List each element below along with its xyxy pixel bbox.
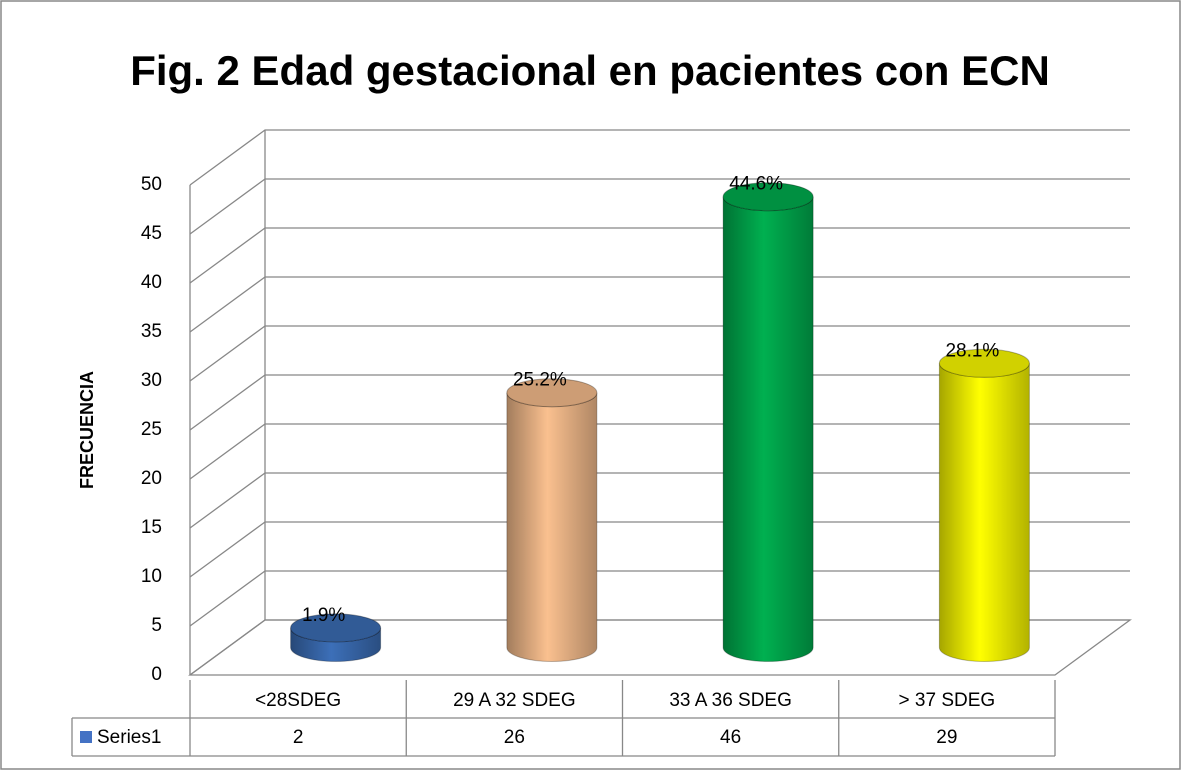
bar-shade (939, 363, 1030, 662)
bar-top (290, 613, 382, 643)
x-tick-label: > 37 SDEG (899, 690, 996, 711)
bar-shade (723, 196, 814, 662)
table-value: 29 (936, 727, 957, 748)
y-tick-label: 15 (141, 517, 162, 538)
y-tick-label: 35 (141, 321, 162, 342)
y-tick-label: 45 (141, 223, 162, 244)
grid-line (189, 227, 1130, 284)
x-tick-label: <28SDEG (255, 690, 341, 711)
grid-line (189, 423, 1130, 480)
data-label: 1.9% (302, 605, 345, 626)
grid-line (189, 178, 1130, 235)
y-axis-label: FRECUENCIA (77, 371, 97, 489)
chart-title: Fig. 2 Edad gestacional en pacientes con… (130, 47, 1050, 94)
x-tick-label: 33 A 36 SDEG (669, 690, 792, 711)
data-label: 44.6% (729, 174, 783, 195)
x-tick-label: 29 A 32 SDEG (453, 690, 576, 711)
y-tick-label: 0 (151, 664, 162, 685)
y-tick-label: 50 (141, 174, 162, 195)
data-label: 25.2% (513, 370, 567, 391)
bar-top-shade (506, 378, 597, 407)
grid-line (189, 325, 1130, 382)
grid-line (189, 472, 1130, 529)
grid-line (189, 619, 1130, 676)
bar-shade (506, 392, 597, 662)
grid-line (189, 570, 1130, 627)
bar-top (506, 378, 598, 408)
y-tick-label: 20 (141, 468, 162, 489)
y-tick-label: 40 (141, 272, 162, 293)
table-value: 46 (720, 727, 741, 748)
data-label: 28.1% (945, 340, 999, 361)
bar-top-shade (723, 182, 814, 211)
bar-top (722, 182, 814, 212)
bar-top-shade (939, 349, 1030, 378)
legend-label: Series1 (97, 727, 161, 748)
grid-line (189, 521, 1130, 578)
table-value: 2 (293, 727, 304, 748)
y-tick-label: 5 (151, 615, 162, 636)
bar-top-shade (290, 613, 381, 642)
table-grid (71, 680, 1056, 757)
table-value: 26 (504, 727, 525, 748)
grid-line (189, 129, 1130, 186)
y-tick-label: 30 (141, 370, 162, 391)
grid-line (189, 374, 1130, 431)
grid-line (189, 276, 1130, 333)
y-tick-label: 10 (141, 566, 162, 587)
legend-key (80, 731, 92, 743)
bar-shade (290, 627, 381, 662)
bar-top (938, 348, 1030, 378)
y-tick-label: 25 (141, 419, 162, 440)
